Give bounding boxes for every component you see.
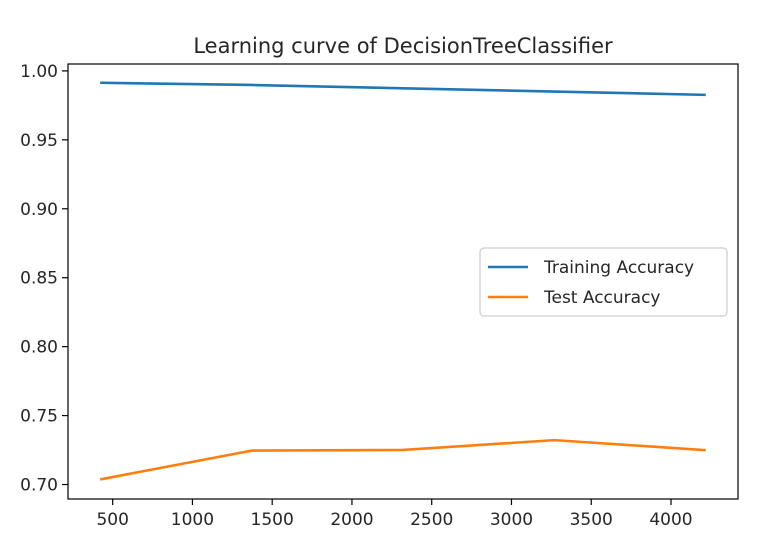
- legend-label-1: Test Accuracy: [543, 288, 661, 308]
- x-tick-label: 3000: [490, 510, 533, 530]
- x-tick-label: 1000: [171, 510, 214, 530]
- chart-title: Learning curve of DecisionTreeClassifier: [193, 34, 613, 58]
- y-tick-label: 1.00: [20, 62, 58, 82]
- series-layer: [99, 81, 706, 481]
- legend-label-0: Training Accuracy: [543, 258, 694, 278]
- plot-frame: [67, 63, 739, 500]
- y-tick-label: 0.95: [20, 131, 58, 151]
- series-line-0: [100, 81, 706, 97]
- x-tick-label: 500: [96, 510, 128, 530]
- y-tick-label: 0.85: [20, 269, 58, 289]
- x-tick-label: 4000: [649, 510, 692, 530]
- y-tick-label: 0.70: [20, 476, 58, 496]
- legend-frame: [479, 247, 728, 317]
- ticks-layer: 500 1000 1500 2000 2500 3000 3500 4000 0.70 0.75 0…: [20, 62, 692, 530]
- y-tick-label: 0.80: [20, 338, 58, 358]
- y-tick-label: 0.90: [20, 200, 58, 220]
- x-tick-label: 3500: [570, 510, 613, 530]
- x-tick-label: 1500: [251, 510, 294, 530]
- series-line-1: [99, 438, 706, 481]
- x-tick-label: 2000: [330, 510, 373, 530]
- y-tick-label: 0.75: [20, 407, 58, 427]
- x-tick-label: 2500: [410, 510, 453, 530]
- legend: Training Accuracy Test Accuracy: [479, 247, 728, 317]
